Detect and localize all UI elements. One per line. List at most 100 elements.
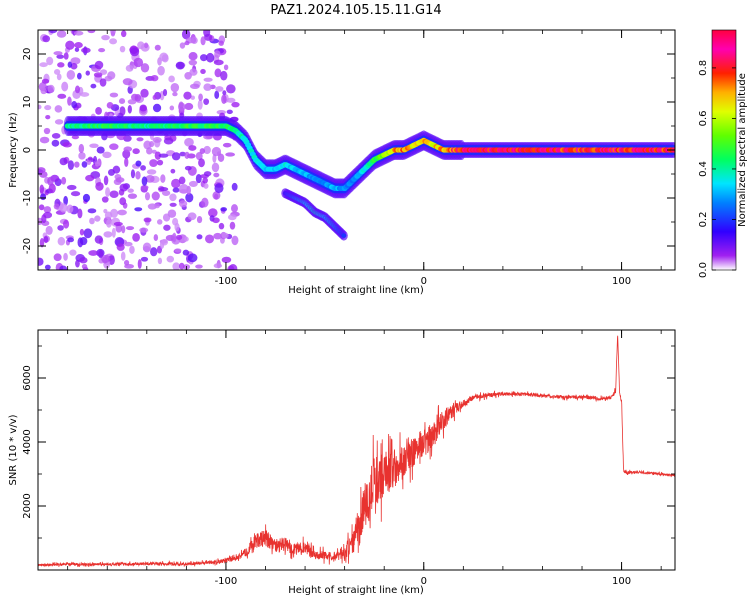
- noise-cell: [39, 136, 50, 144]
- noise-cell: [47, 176, 54, 186]
- noise-cell: [46, 56, 54, 66]
- noise-cell: [183, 91, 192, 100]
- colorbar: 0.0 0.2 0.4 0.6 0.8 Normalized spectral ampl…: [698, 29, 748, 278]
- noise-cell: [231, 101, 240, 108]
- noise-cell: [169, 202, 177, 207]
- noise-cell: [44, 104, 52, 111]
- noise-cell: [123, 146, 133, 152]
- noise-cell: [214, 50, 221, 58]
- noise-cell: [229, 221, 236, 230]
- noise-cell: [184, 41, 190, 46]
- noise-cell: [140, 185, 149, 190]
- heatmap-cells: [38, 30, 675, 270]
- noise-cell: [95, 107, 102, 115]
- noise-cell: [95, 181, 104, 191]
- noise-cell: [220, 207, 228, 212]
- noise-cell: [203, 171, 212, 177]
- noise-cell: [150, 74, 159, 82]
- noise-cell: [45, 225, 53, 235]
- noise-cell: [139, 104, 147, 112]
- noise-cell: [67, 61, 73, 68]
- colorbar-tick-label: 0.6: [698, 110, 709, 126]
- noise-cell: [231, 235, 239, 246]
- branch-cell: [341, 233, 347, 238]
- y-tick-label: -20: [22, 238, 33, 254]
- noise-cell: [53, 253, 62, 262]
- noise-cell: [111, 227, 116, 238]
- noise-cell: [200, 68, 206, 75]
- noise-cell: [201, 197, 209, 208]
- noise-cell: [152, 136, 162, 143]
- noise-cell: [134, 207, 143, 212]
- noise-cell: [230, 204, 238, 213]
- noise-cell: [85, 70, 90, 76]
- noise-cell: [101, 254, 111, 263]
- noise-cell: [100, 69, 108, 75]
- noise-cell: [202, 177, 208, 184]
- noise-cell: [144, 192, 151, 201]
- x-tick-label: -100: [215, 276, 238, 287]
- noise-cell: [196, 215, 203, 224]
- noise-cell: [122, 78, 133, 86]
- noise-cell: [213, 263, 223, 269]
- noise-cell: [208, 208, 218, 218]
- noise-cell: [66, 184, 77, 191]
- noise-cell: [220, 70, 228, 81]
- noise-cell: [71, 101, 78, 109]
- noise-cell: [174, 248, 182, 253]
- noise-cell: [179, 42, 186, 49]
- noise-cell: [152, 103, 162, 113]
- noise-cell: [39, 171, 48, 178]
- noise-cell: [73, 30, 84, 36]
- noise-cell: [77, 208, 83, 219]
- noise-cell: [172, 232, 177, 243]
- noise-cell: [178, 176, 186, 185]
- noise-cell: [184, 137, 194, 147]
- noise-cell: [226, 97, 236, 103]
- noise-cell: [139, 227, 149, 233]
- noise-cell: [44, 264, 51, 270]
- noise-cell: [57, 236, 66, 246]
- noise-cell: [142, 246, 151, 252]
- noise-cell: [187, 212, 197, 221]
- noise-cell: [214, 90, 220, 100]
- noise-cell: [190, 95, 195, 100]
- noise-cell: [198, 93, 203, 102]
- noise-cell: [98, 249, 104, 259]
- noise-cell: [200, 54, 208, 62]
- noise-cell: [81, 264, 88, 270]
- noise-cell: [212, 191, 221, 200]
- noise-cell: [48, 183, 56, 194]
- x-tick-label: 100: [612, 576, 631, 587]
- noise-cell: [203, 98, 210, 106]
- noise-cell: [188, 145, 197, 151]
- noise-cell: [231, 182, 238, 191]
- noise-cell: [67, 237, 75, 243]
- noise-cell: [54, 105, 63, 113]
- noise-cell: [221, 94, 227, 105]
- noise-cell: [214, 68, 222, 78]
- noise-cell: [200, 36, 206, 46]
- noise-cell: [94, 60, 104, 70]
- noise-cell: [120, 30, 127, 38]
- noise-cell: [70, 63, 78, 70]
- noise-cell: [175, 234, 183, 240]
- noise-cell: [69, 249, 77, 256]
- noise-cell: [187, 253, 198, 263]
- noise-cell: [179, 200, 188, 208]
- x-tick-label: -100: [215, 576, 238, 587]
- noise-cell: [119, 45, 126, 53]
- spectrogram-ylabel: Frequency (Hz): [8, 112, 19, 188]
- noise-cell: [161, 190, 171, 196]
- noise-cell: [65, 40, 75, 50]
- noise-cell: [104, 211, 113, 220]
- noise-cell: [157, 65, 165, 76]
- noise-cell: [158, 187, 169, 192]
- noise-cell: [157, 257, 163, 265]
- noise-cell: [184, 102, 194, 110]
- noise-cell: [143, 42, 149, 49]
- noise-cell: [63, 219, 70, 229]
- noise-cell: [203, 30, 211, 38]
- noise-cell: [154, 203, 160, 209]
- noise-cell: [130, 169, 136, 179]
